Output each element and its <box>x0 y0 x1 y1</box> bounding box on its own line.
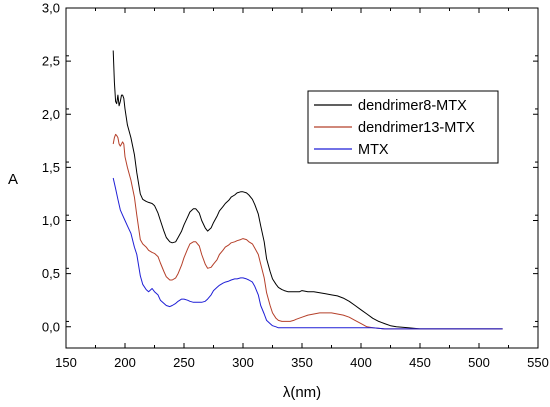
legend-label: dendrimer13-MTX <box>358 120 475 136</box>
legend-label: MTX <box>358 142 389 158</box>
y-tick-label: 3,0 <box>42 1 60 16</box>
x-tick-label: 550 <box>527 355 549 370</box>
x-tick-label: 250 <box>173 355 195 370</box>
axis-ticks: 150 200 250 300 350 400 450 500 550 0,0 0,5 1,0 1,5 2… <box>42 1 549 371</box>
x-tick-label: 350 <box>291 355 313 370</box>
y-tick-label: 1,0 <box>42 213 60 228</box>
x-tick-label: 150 <box>55 355 77 370</box>
legend-label: dendrimer8-MTX <box>358 98 467 114</box>
x-tick-label: 500 <box>468 355 490 370</box>
y-tick-label: 0,5 <box>42 266 60 281</box>
y-axis-title: A <box>8 171 18 188</box>
x-tick-label: 300 <box>232 355 254 370</box>
series-line-dendrimer13-mtx <box>112 133 503 330</box>
x-tick-label: 400 <box>350 355 372 370</box>
legend: dendrimer8-MTX dendrimer13-MTX MTX <box>307 90 499 164</box>
series-line-dendrimer8-mtx <box>112 50 503 330</box>
series-line-mtx <box>112 177 503 330</box>
plot-series <box>112 50 503 330</box>
plot-frame <box>65 7 539 349</box>
y-tick-label: 2,5 <box>42 54 60 69</box>
x-tick-label: 200 <box>114 355 136 370</box>
y-tick-label: 0,0 <box>42 319 60 334</box>
y-tick-label: 1,5 <box>42 160 60 175</box>
y-tick-label: 2,0 <box>42 107 60 122</box>
x-tick-label: 450 <box>409 355 431 370</box>
x-axis-title: λ(nm) <box>283 384 321 401</box>
